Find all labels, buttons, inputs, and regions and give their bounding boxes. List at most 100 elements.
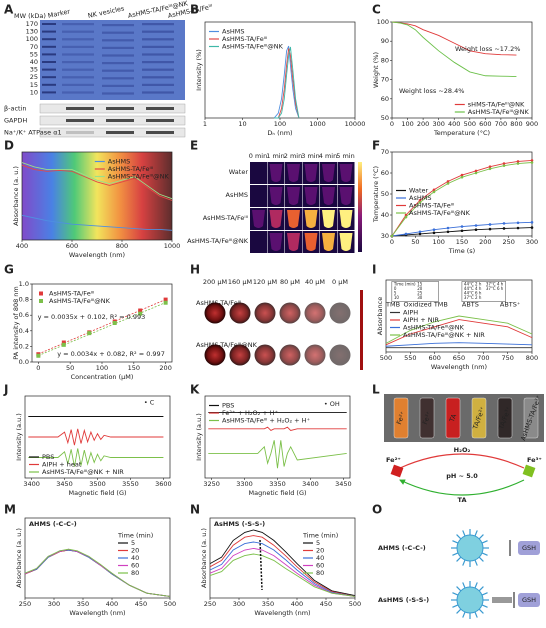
annotation: • OH — [324, 400, 340, 408]
legend-label: 80 — [316, 569, 324, 577]
gel-band — [142, 23, 174, 26]
panel-letter: I — [372, 263, 376, 277]
point — [163, 300, 168, 305]
x-tick-label: 400 — [106, 600, 118, 608]
legend-label: AsHMS-TA/Feᴵᴵᴵ — [409, 202, 454, 210]
legend-label: AsHMS — [222, 28, 244, 36]
x-tick-label: 600 — [479, 120, 491, 128]
mw-value: 130 — [26, 28, 38, 36]
spike — [462, 530, 466, 537]
legend-label: AIPH + NIR — [403, 316, 440, 324]
y-axis-label: Temperature (°C) — [372, 166, 380, 223]
annotation: Weight loss ~28.4% — [399, 87, 464, 95]
marker — [488, 167, 492, 171]
x-tick-label: 200 — [417, 120, 429, 128]
x-tick-label: 800 — [510, 120, 522, 128]
y-tick-label: 70 — [381, 148, 389, 156]
spike — [462, 582, 466, 589]
marker — [530, 161, 534, 164]
legend-swatch — [39, 299, 43, 303]
blot-label: β-actin — [4, 105, 27, 113]
marker — [460, 225, 464, 228]
legend-title: Time (min) — [117, 532, 153, 540]
gel-band — [142, 68, 174, 71]
legend-swatch — [39, 291, 43, 296]
inset-entry: 44°C 6 h — [464, 290, 482, 295]
marker — [418, 201, 422, 204]
marker — [460, 175, 464, 179]
series-line — [28, 428, 164, 446]
row-label: Water — [229, 168, 249, 176]
x-tick-label: 100 — [401, 120, 413, 128]
inset-entry: 30 — [417, 295, 423, 300]
x-tick-label: 400 — [448, 120, 460, 128]
inset-entry: 20 — [417, 286, 423, 291]
x-tick-label: 3500 — [89, 480, 106, 488]
series-line — [209, 535, 356, 597]
panel-letter: G — [4, 263, 14, 277]
panel-letter: C — [372, 3, 381, 17]
spike — [478, 586, 484, 592]
legend-label: AsHMS-TA/Feᴵᴵᴵ@NK + NIR — [42, 468, 124, 476]
panel-letter: K — [190, 383, 200, 397]
vial — [497, 397, 513, 439]
y-axis-label: Intensity (a.u.) — [195, 413, 203, 461]
series-line — [391, 21, 517, 77]
marker — [432, 190, 436, 194]
x-tick-label: 250 — [502, 238, 514, 246]
y-tick-label: 50 — [381, 114, 389, 122]
gel-band — [62, 83, 94, 86]
x-tick-label: 800 — [526, 354, 538, 362]
y-tick-label: 70 — [381, 76, 389, 84]
legend-label: 20 — [131, 547, 139, 555]
marker — [502, 162, 506, 165]
gel-band — [142, 83, 174, 86]
inset-entry: 25 — [417, 290, 423, 295]
vial — [445, 397, 461, 439]
x-tick-label: 1000 — [164, 242, 181, 250]
arrow-body — [492, 597, 512, 603]
annotation: y = 0.0034x + 0.082, R² = 0.997 — [57, 350, 165, 358]
gsh-box — [518, 541, 540, 555]
legend-label: AsHMS — [409, 194, 431, 202]
gel-band — [62, 45, 94, 48]
spike — [462, 611, 466, 618]
y-tick-label: 80 — [381, 56, 389, 64]
y-tick-label: 30 — [381, 232, 389, 240]
x-tick-label: 550 — [404, 354, 416, 362]
pa-image — [279, 344, 301, 366]
mw-value: 35 — [30, 66, 38, 74]
legend-label: sHMS-TA/Feᴵᴵᴵ@NK — [468, 101, 525, 109]
marker-band — [42, 45, 56, 48]
y-tick-label: 0.2 — [19, 342, 29, 350]
thermal-tube — [304, 210, 318, 228]
plot-frame — [209, 517, 356, 599]
series-line — [209, 541, 356, 597]
x-tick-label: 200 — [479, 238, 491, 246]
pa-image — [254, 302, 276, 324]
thermal-tube — [252, 187, 265, 205]
scheme-ta: TA — [458, 496, 467, 504]
marker — [516, 162, 520, 165]
x-tick-label: 50 — [66, 364, 74, 372]
y-tick-label: 50 — [381, 190, 389, 198]
x-tick-label: 10 — [238, 120, 246, 128]
blot-band — [146, 119, 174, 122]
marker — [474, 171, 478, 175]
mw-value: 10 — [30, 88, 38, 96]
mw-value: 55 — [30, 50, 38, 58]
y-axis-label: Absorbance (a. u.) — [12, 166, 20, 226]
marker — [516, 160, 520, 163]
marker — [446, 182, 450, 185]
x-axis-label: Magnetic field (G) — [68, 489, 126, 497]
series-line — [21, 162, 173, 200]
series-line — [385, 319, 533, 346]
x-tick-label: 3600 — [155, 480, 172, 488]
series-line — [391, 221, 533, 237]
y-tick-label: 60 — [381, 95, 389, 103]
inset-entry: 10 — [394, 295, 400, 300]
marker — [502, 164, 506, 167]
chart-title: AHMS (-C-C-) — [29, 520, 77, 528]
legend-label: AsHMS-TA/Feᴵᴵᴵ@NK — [403, 324, 465, 332]
marker-band — [42, 83, 56, 86]
